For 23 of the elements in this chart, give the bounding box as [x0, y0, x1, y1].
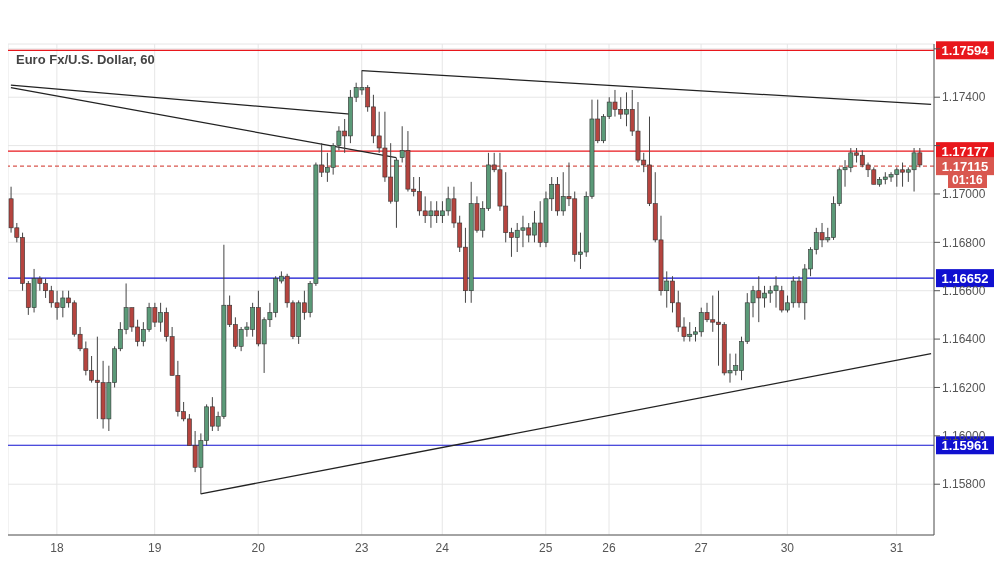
y-tick-label: 1.16200 [942, 380, 986, 395]
x-tick-label: 23 [355, 540, 369, 555]
y-tick-label: 1.17000 [942, 187, 986, 202]
ref-line-label: 1.17594 [941, 42, 990, 58]
text: 01:16 [948, 173, 987, 188]
y-tick-label: 1.16400 [942, 332, 986, 347]
x-tick-label: 27 [694, 540, 709, 555]
x-tick-label: 20 [251, 540, 266, 555]
ref-line-label: 1.17115 [941, 158, 989, 174]
x-tick-label: 18 [50, 540, 64, 555]
x-tick-label: 30 [780, 540, 795, 555]
text: Euro Fx/U.S. Dollar, 60 [16, 52, 155, 67]
ref-line-label: 1.17177 [941, 143, 989, 159]
x-tick-label: 26 [602, 540, 617, 555]
x-tick-label: 19 [147, 540, 162, 555]
y-tick-label: 1.15800 [942, 477, 986, 492]
x-tick-label: 24 [435, 540, 450, 555]
x-tick-label: 25 [539, 540, 553, 555]
y-tick-label: 1.17400 [942, 90, 986, 105]
y-tick-label: 1.16800 [942, 235, 986, 250]
x-tick-label: 31 [889, 540, 904, 555]
ref-line-label: 1.16652 [941, 270, 989, 286]
y-tick-label: 1.16600 [942, 283, 986, 298]
